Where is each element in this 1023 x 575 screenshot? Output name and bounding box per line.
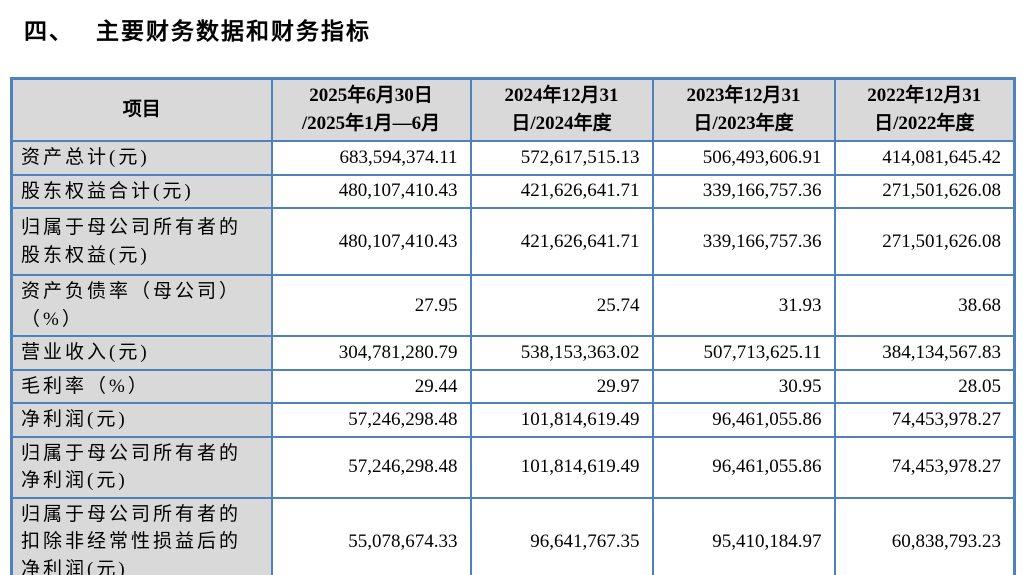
- cell-value: 29.44: [270, 368, 472, 405]
- cell-value: 101,814,619.49: [469, 435, 654, 499]
- cell-value: 339,166,757.36: [651, 207, 836, 277]
- column-header-2022-line1: 2022年12月31: [867, 85, 982, 107]
- column-header-2024: 2024年12月31 日/2024年度: [469, 77, 654, 142]
- column-header-2024-line1: 2024年12月31: [504, 85, 619, 107]
- row-label: 归属于母公司所有者的股东权益(元): [10, 207, 273, 277]
- cell-value: 38.68: [833, 274, 1016, 338]
- row-label: 股东权益合计(元): [10, 173, 273, 210]
- section-number: 四、: [24, 19, 74, 45]
- row-label: 营业收入(元): [10, 335, 273, 371]
- cell-value: 96,461,055.86: [651, 435, 836, 499]
- table-row-parent-net-profit-excl-nonrecurring: 归属于母公司所有者的扣除非经常性损益后的净利润(元) 55,078,674.33…: [10, 496, 1016, 575]
- cell-value: 27.95: [270, 274, 472, 338]
- table-row-total-equity: 股东权益合计(元) 480,107,410.43 421,626,641.71 …: [10, 173, 1016, 210]
- cell-value: 384,134,567.83: [833, 335, 1016, 371]
- row-label: 净利润(元): [10, 402, 273, 438]
- cell-value: 28.05: [833, 368, 1016, 405]
- cell-value: 538,153,363.02: [469, 335, 654, 371]
- cell-value: 507,713,625.11: [651, 335, 836, 371]
- cell-value: 30.95: [651, 368, 836, 405]
- row-label: 毛利率（%）: [10, 368, 273, 405]
- cell-value: 683,594,374.11: [270, 140, 472, 176]
- row-label: 资产负债率（母公司）（%）: [10, 274, 273, 338]
- cell-value: 414,081,645.42: [833, 140, 1016, 176]
- cell-value: 304,781,280.79: [270, 335, 472, 371]
- row-label: 归属于母公司所有者的扣除非经常性损益后的净利润(元): [10, 496, 273, 575]
- column-header-2023-line1: 2023年12月31: [686, 85, 801, 107]
- section-title-text: 主要财务数据和财务指标: [96, 19, 371, 45]
- row-label: 资产总计(元): [10, 140, 273, 176]
- column-header-2025: 2025年6月30日 /2025年1月—6月: [270, 77, 472, 142]
- column-header-2023-line2: 日/2023年度: [693, 113, 794, 134]
- cell-value: 31.93: [651, 274, 836, 338]
- cell-value: 96,461,055.86: [651, 402, 836, 438]
- cell-value: 74,453,978.27: [833, 402, 1016, 438]
- cell-value: 57,246,298.48: [270, 435, 472, 499]
- cell-value: 480,107,410.43: [270, 207, 472, 277]
- cell-value: 572,617,515.13: [469, 140, 654, 176]
- column-header-item: 项目: [10, 77, 273, 142]
- financial-data-table: 项目 2025年6月30日 /2025年1月—6月 2024年12月31 日/2…: [10, 77, 1016, 575]
- table-row-revenue: 营业收入(元) 304,781,280.79 538,153,363.02 50…: [10, 335, 1016, 371]
- cell-value: 271,501,626.08: [833, 207, 1016, 277]
- table-header-row: 项目 2025年6月30日 /2025年1月—6月 2024年12月31 日/2…: [10, 77, 1016, 142]
- cell-value: 421,626,641.71: [469, 173, 654, 210]
- cell-value: 96,641,767.35: [469, 496, 654, 575]
- cell-value: 74,453,978.27: [833, 435, 1016, 499]
- column-header-2022: 2022年12月31 日/2022年度: [833, 77, 1016, 142]
- cell-value: 480,107,410.43: [270, 173, 472, 210]
- section-title: 四、 主要财务数据和财务指标: [24, 12, 1023, 46]
- table-row-gross-margin: 毛利率（%） 29.44 29.97 30.95 28.05: [10, 368, 1016, 405]
- column-header-2025-line2: /2025年1月—6月: [301, 113, 441, 134]
- cell-value: 506,493,606.91: [651, 140, 836, 176]
- column-header-2024-line2: 日/2024年度: [511, 113, 612, 134]
- cell-value: 57,246,298.48: [270, 402, 472, 438]
- column-header-2023: 2023年12月31 日/2023年度: [651, 77, 836, 142]
- row-label: 归属于母公司所有者的净利润(元): [10, 435, 273, 499]
- cell-value: 421,626,641.71: [469, 207, 654, 277]
- cell-value: 101,814,619.49: [469, 402, 654, 438]
- table-row-parent-net-profit: 归属于母公司所有者的净利润(元) 57,246,298.48 101,814,6…: [10, 435, 1016, 499]
- column-header-2022-line2: 日/2022年度: [874, 113, 975, 134]
- column-header-2025-line1: 2025年6月30日: [309, 85, 433, 107]
- table-row-net-profit: 净利润(元) 57,246,298.48 101,814,619.49 96,4…: [10, 402, 1016, 438]
- table-row-total-assets: 资产总计(元) 683,594,374.11 572,617,515.13 50…: [10, 140, 1016, 176]
- table-row-debt-ratio: 资产负债率（母公司）（%） 27.95 25.74 31.93 38.68: [10, 274, 1016, 338]
- cell-value: 29.97: [469, 368, 654, 405]
- cell-value: 60,838,793.23: [833, 496, 1016, 575]
- cell-value: 55,078,674.33: [270, 496, 472, 575]
- cell-value: 271,501,626.08: [833, 173, 1016, 210]
- table-row-parent-equity: 归属于母公司所有者的股东权益(元) 480,107,410.43 421,626…: [10, 207, 1016, 277]
- cell-value: 339,166,757.36: [651, 173, 836, 210]
- cell-value: 25.74: [469, 274, 654, 338]
- cell-value: 95,410,184.97: [651, 496, 836, 575]
